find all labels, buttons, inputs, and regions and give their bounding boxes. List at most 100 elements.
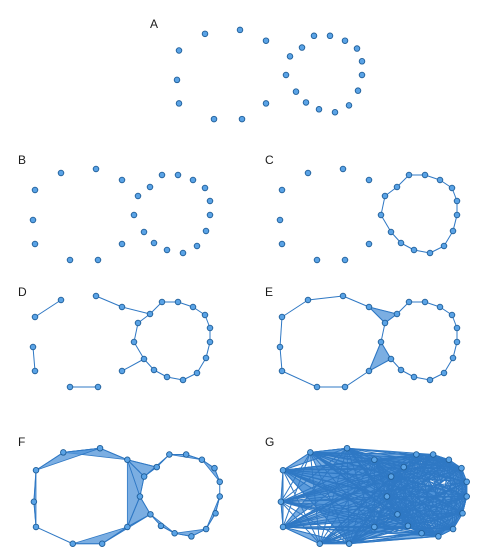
- data-point: [426, 376, 434, 384]
- data-point: [279, 467, 287, 474]
- data-point: [32, 523, 40, 531]
- graph-edge: [346, 448, 375, 528]
- data-point: [418, 530, 425, 537]
- data-point: [146, 183, 154, 191]
- data-point: [188, 533, 195, 540]
- graph-edge: [310, 451, 439, 537]
- data-point: [31, 367, 39, 375]
- data-point: [345, 102, 353, 109]
- data-point: [316, 540, 324, 548]
- panel-e: E: [265, 285, 461, 391]
- panel-label-c: C: [265, 153, 274, 167]
- graph-edge: [139, 496, 151, 515]
- data-point: [313, 256, 321, 264]
- data-point: [212, 510, 219, 517]
- graph-edge: [133, 341, 145, 360]
- graph-edge: [309, 452, 321, 544]
- graph-edge: [380, 341, 392, 360]
- data-point: [381, 192, 389, 200]
- data-point: [448, 311, 456, 319]
- data-point: [277, 498, 285, 506]
- graph-edge: [368, 306, 398, 315]
- data-point: [400, 463, 408, 471]
- data-point: [189, 176, 197, 184]
- data-point: [307, 449, 314, 456]
- data-point: [279, 523, 287, 531]
- graph-edge: [390, 476, 423, 534]
- data-point: [331, 108, 339, 116]
- data-point: [410, 246, 418, 254]
- data-point: [206, 211, 214, 219]
- graph-edge: [349, 532, 422, 545]
- data-point: [453, 338, 461, 346]
- graph-edge: [280, 501, 284, 527]
- graph-edge: [397, 512, 463, 515]
- data-point: [421, 171, 429, 179]
- data-point: [158, 298, 166, 306]
- data-point: [189, 303, 197, 311]
- data-point: [339, 165, 347, 173]
- data-point: [166, 451, 173, 458]
- data-point: [453, 211, 461, 219]
- data-point: [278, 367, 286, 375]
- graph-edge: [319, 448, 348, 544]
- graph-edge: [281, 370, 318, 388]
- data-point: [449, 354, 457, 362]
- graph-edge: [390, 454, 434, 477]
- data-point: [310, 32, 318, 40]
- graph-edge: [310, 451, 434, 455]
- data-point: [158, 171, 166, 179]
- graph-edge: [121, 306, 151, 315]
- graph-edge: [282, 496, 388, 528]
- data-point: [387, 473, 395, 480]
- data-point: [140, 228, 148, 236]
- data-point: [211, 464, 218, 472]
- data-point: [343, 444, 351, 452]
- data-point: [365, 367, 373, 375]
- data-point: [134, 319, 142, 327]
- graph-edge: [310, 451, 467, 483]
- graph-edge: [390, 476, 454, 530]
- data-point: [202, 354, 210, 362]
- graph-edge: [437, 481, 468, 537]
- data-point: [163, 373, 171, 381]
- data-point: [150, 239, 158, 247]
- graph-edge: [279, 346, 283, 372]
- data-point: [92, 165, 100, 173]
- data-point: [216, 478, 223, 486]
- data-point: [393, 310, 401, 318]
- data-point: [174, 171, 182, 179]
- data-point: [449, 227, 457, 235]
- graph-edge: [32, 346, 36, 372]
- panel-label-b: B: [18, 153, 26, 167]
- data-point: [377, 338, 385, 346]
- graph-edge: [127, 459, 157, 468]
- graph-edge: [307, 295, 344, 301]
- data-point: [206, 197, 214, 205]
- data-point: [458, 464, 465, 472]
- data-point: [292, 88, 300, 95]
- graph-edge: [279, 316, 283, 348]
- graph-edge: [282, 476, 392, 528]
- data-point: [397, 239, 405, 247]
- graph-edge: [386, 476, 392, 497]
- data-point: [69, 540, 76, 548]
- data-point: [326, 32, 334, 40]
- graph-edge: [368, 358, 392, 372]
- graph-edge: [386, 496, 398, 515]
- data-point: [341, 37, 349, 44]
- data-point: [345, 540, 353, 548]
- data-point: [179, 249, 187, 257]
- data-point: [353, 45, 361, 52]
- data-point: [315, 106, 323, 113]
- simplex-face: [201, 459, 221, 483]
- data-point: [341, 383, 349, 391]
- data-point: [157, 522, 165, 530]
- data-point: [365, 240, 373, 248]
- data-point: [304, 169, 312, 177]
- data-point: [175, 100, 183, 107]
- data-point: [365, 176, 373, 184]
- data-point: [440, 369, 448, 377]
- graph-edge: [386, 454, 434, 497]
